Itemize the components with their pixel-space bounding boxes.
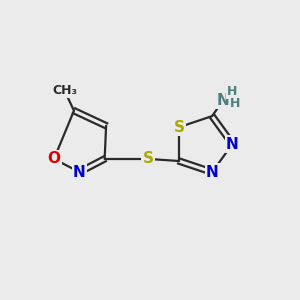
Text: H: H — [227, 85, 238, 98]
Text: S: S — [142, 152, 153, 166]
Text: H: H — [230, 97, 241, 110]
Text: N: N — [226, 136, 239, 152]
Text: S: S — [173, 120, 184, 135]
Text: N: N — [217, 93, 230, 108]
Text: O: O — [47, 152, 61, 166]
Text: CH₃: CH₃ — [52, 84, 77, 97]
Text: N: N — [73, 165, 86, 180]
Text: N: N — [206, 165, 218, 180]
